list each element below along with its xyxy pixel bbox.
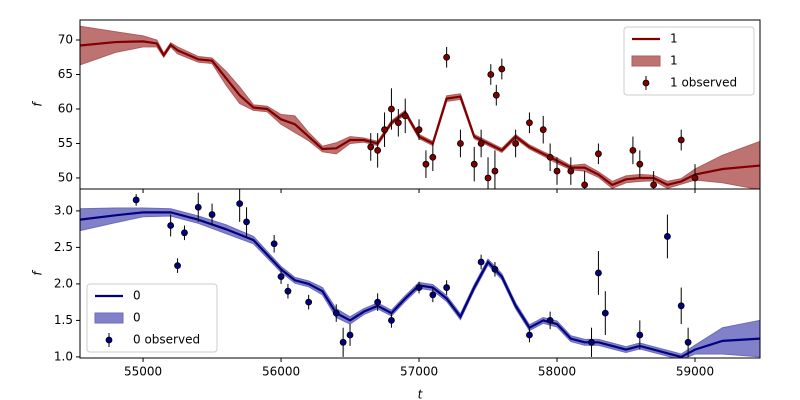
observed-point — [415, 126, 423, 134]
observed-point — [629, 146, 637, 154]
observed-point — [677, 302, 685, 310]
plot-area — [80, 25, 760, 189]
y-tick-label: 2.5 — [54, 240, 73, 254]
observed-point — [553, 167, 561, 175]
observed-point — [243, 218, 250, 226]
legend-label: 1 — [670, 32, 678, 46]
observed-point — [332, 309, 340, 317]
observed-point — [174, 262, 181, 270]
observed-point — [498, 65, 506, 73]
legend-label: 0 — [133, 289, 141, 303]
observed-point — [526, 119, 533, 127]
observed-point — [132, 196, 140, 204]
observed-point — [339, 338, 347, 346]
observed-point — [270, 240, 278, 248]
legend-label: 1 — [670, 54, 678, 68]
legend-label: 1 observed — [670, 76, 737, 90]
y-tick-label: 2.0 — [54, 276, 73, 290]
legend-label: 0 observed — [133, 333, 200, 347]
observed-point — [484, 174, 492, 182]
observed-point — [346, 331, 354, 339]
observed-point — [650, 181, 658, 189]
observed-point — [664, 233, 671, 240]
observed-point — [181, 229, 188, 237]
observed-point — [429, 291, 437, 299]
observed-point — [401, 112, 409, 120]
x-tick-label: 58000 — [538, 365, 576, 379]
observed-point — [526, 331, 533, 339]
observed-point — [492, 91, 500, 99]
observed-point — [567, 167, 575, 175]
observed-point — [367, 143, 375, 151]
observed-point — [477, 258, 485, 266]
observed-point — [194, 203, 202, 211]
observed-point — [684, 338, 692, 346]
observed-point — [429, 153, 437, 161]
observed-point — [457, 140, 464, 147]
mean-line — [80, 211, 760, 358]
observed-point — [284, 287, 292, 295]
observed-point — [305, 298, 313, 306]
confidence-band — [80, 207, 760, 358]
observed-point — [394, 119, 402, 127]
observed-point — [491, 167, 499, 175]
legend-symbol — [94, 312, 124, 324]
y-tick-label: 60 — [58, 101, 73, 115]
x-tick-label: 59000 — [676, 365, 714, 379]
y-tick-label: 1.5 — [54, 313, 73, 327]
legend-label: 0 — [133, 311, 141, 325]
x-tick-label: 56000 — [262, 365, 300, 379]
legend-symbol — [642, 79, 650, 87]
observed-point — [636, 160, 644, 168]
observed-point — [546, 153, 554, 161]
observed-point — [388, 105, 395, 113]
observed-point — [691, 174, 699, 182]
observed-point — [487, 71, 495, 78]
y-tick-label: 55 — [58, 136, 73, 150]
axes-frame — [79, 188, 761, 359]
observed-point — [539, 126, 547, 134]
observed-point — [388, 317, 395, 324]
observed-point — [167, 222, 175, 229]
y-axis-label: f — [31, 270, 45, 276]
y-tick-label: 1.0 — [54, 349, 73, 363]
observed-point — [236, 200, 244, 208]
observed-point — [601, 309, 609, 317]
observed-point — [443, 53, 451, 61]
observed-point — [374, 298, 382, 306]
x-axis-label: t — [418, 388, 424, 400]
observed-point — [491, 265, 499, 273]
observed-point — [581, 181, 589, 189]
observed-point — [277, 273, 285, 281]
observed-point — [546, 317, 554, 324]
observed-point — [422, 160, 430, 168]
observed-point — [470, 160, 478, 168]
observed-point — [595, 269, 602, 277]
observed-point — [208, 211, 216, 218]
y-tick-label: 50 — [58, 170, 73, 184]
y-tick-label: 65 — [58, 67, 73, 81]
observed-point — [381, 126, 388, 134]
x-tick-label: 57000 — [400, 365, 438, 379]
observed-point — [443, 284, 451, 291]
y-tick-label: 70 — [58, 33, 73, 47]
observed-point — [636, 331, 644, 339]
y-axis-label: f — [31, 101, 45, 107]
observed-point — [415, 284, 423, 291]
legend-box — [623, 26, 755, 96]
observed-point — [477, 140, 485, 147]
observed-point — [374, 146, 382, 154]
legend-symbol — [105, 336, 113, 344]
x-tick-label: 55000 — [124, 365, 162, 379]
mean-line — [80, 40, 760, 187]
observed-point — [595, 150, 602, 158]
observed-point — [677, 136, 685, 144]
observed-point — [512, 140, 520, 147]
y-tick-label: 3.0 — [54, 203, 73, 217]
legend-symbol — [631, 55, 661, 67]
legend-box — [86, 283, 218, 353]
observed-point — [588, 338, 595, 346]
plot-area — [80, 189, 760, 358]
